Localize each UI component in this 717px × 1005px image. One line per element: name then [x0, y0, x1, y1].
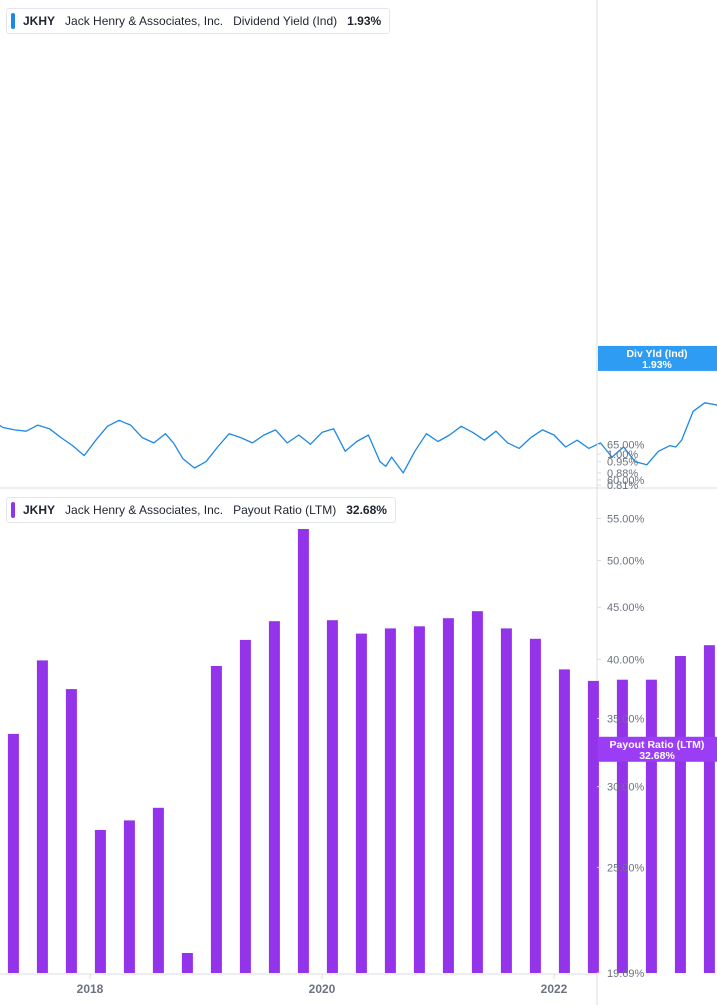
- payout-bar: [297, 529, 309, 973]
- payout-legend-ticker: JKHY: [23, 503, 56, 517]
- payout-bar: [210, 666, 222, 973]
- payout-ytick-label: 50.00%: [607, 556, 645, 568]
- payout-bar: [645, 679, 657, 973]
- payout-bar: [442, 618, 454, 973]
- yield-ytick-label: 1.00%: [607, 449, 638, 461]
- payout-bar: [123, 820, 135, 973]
- yield-series-line: [0, 402, 717, 474]
- yield-legend-swatch: [11, 13, 15, 29]
- payout-bar: [7, 733, 19, 973]
- yield-legend: JKHY Jack Henry & Associates, Inc. Divid…: [6, 8, 391, 34]
- payout-ytick-label: 25.00%: [607, 862, 645, 874]
- yield-ytick-label: 0.88%: [607, 468, 638, 480]
- payout-bar: [65, 689, 77, 973]
- xtick-label: 2018: [77, 982, 104, 996]
- payout-legend-metric: Payout Ratio (LTM): [233, 503, 337, 517]
- xtick-label: 2020: [309, 982, 336, 996]
- payout-ytick-label: 30.00%: [607, 782, 645, 794]
- payout-bar: [384, 628, 396, 973]
- payout-bar: [239, 639, 251, 973]
- payout-tag-value: 32.68%: [639, 750, 675, 762]
- yield-ytick-label: 0.95%: [607, 457, 638, 469]
- yield-ytick-label: 0.81%: [607, 480, 638, 492]
- payout-ytick-label: 40.00%: [607, 654, 645, 666]
- payout-bar: [355, 633, 367, 973]
- xtick-label: 2022: [541, 982, 568, 996]
- payout-bar: [471, 611, 483, 973]
- yield-legend-ticker: JKHY: [23, 14, 56, 28]
- payout-bar: [413, 626, 425, 973]
- yield-last-value-tag: [598, 345, 717, 371]
- payout-bar: [703, 645, 715, 973]
- payout-bar: [36, 660, 48, 973]
- payout-bar: [94, 830, 106, 973]
- yield-tag-label: Div Yld (Ind): [626, 348, 687, 360]
- yield-tag-value: 1.93%: [642, 359, 672, 371]
- payout-tag-label: Payout Ratio (LTM): [610, 739, 705, 751]
- payout-bar: [674, 656, 686, 973]
- yield-legend-metric: Dividend Yield (Ind): [233, 14, 338, 28]
- payout-legend: JKHY Jack Henry & Associates, Inc. Payou…: [6, 497, 396, 523]
- payout-bar: [616, 679, 628, 973]
- yield-legend-company: Jack Henry & Associates, Inc.: [65, 14, 224, 28]
- payout-ytick-label: 19.69%: [607, 968, 645, 980]
- payout-legend-swatch: [11, 502, 15, 518]
- payout-bar: [529, 638, 541, 973]
- payout-legend-value: 32.68%: [346, 503, 387, 517]
- payout-bar: [558, 669, 570, 973]
- payout-ytick-label: 55.00%: [607, 513, 645, 525]
- payout-ytick-label: 35.00%: [607, 713, 645, 725]
- payout-bar: [326, 620, 338, 973]
- payout-bar: [181, 953, 193, 973]
- payout-ytick-label: 45.00%: [607, 602, 645, 614]
- yield-legend-value: 1.93%: [347, 14, 382, 28]
- payout-bar: [500, 628, 512, 973]
- payout-ytick-label: 60.00%: [607, 475, 645, 487]
- payout-last-value-tag: [598, 736, 717, 762]
- payout-legend-company: Jack Henry & Associates, Inc.: [65, 503, 224, 517]
- payout-bar: [268, 621, 280, 973]
- payout-ytick-label: 65.00%: [607, 439, 645, 451]
- payout-bar: [587, 680, 599, 973]
- payout-bar: [152, 807, 164, 973]
